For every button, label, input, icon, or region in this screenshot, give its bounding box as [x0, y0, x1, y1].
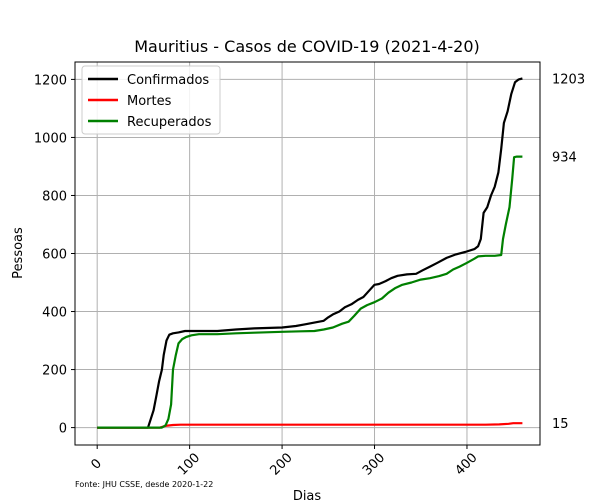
y-tick-label: 1200 [34, 73, 67, 88]
end-label-mortes: 15 [552, 417, 569, 432]
legend-box [81, 65, 221, 135]
legend-label-confirmados: Confirmados [127, 73, 209, 88]
series-line-confirmados [97, 77, 523, 429]
end-label-recuperados: 934 [552, 151, 577, 166]
x-tick-label: 0 [88, 456, 104, 472]
x-tick-label: 400 [452, 450, 480, 478]
legend: Confirmados Mortes Recuperados [81, 65, 221, 135]
x-tick-label: 200 [268, 450, 296, 478]
source-note: Fonte: JHU CSSE, desde 2020-1-22 [75, 480, 213, 489]
y-tick-label: 1000 [34, 131, 67, 146]
series-lines [97, 77, 523, 429]
y-tick-label: 400 [42, 306, 67, 321]
y-tick-label: 0 [59, 422, 67, 437]
x-axis-ticks: 0 100 200 300 400 [88, 445, 481, 479]
series-line-recuperados [97, 155, 523, 429]
y-tick-label: 200 [42, 364, 67, 379]
y-tick-label: 600 [42, 248, 67, 263]
y-tick-label: 800 [42, 189, 67, 204]
x-tick-label: 100 [175, 450, 203, 478]
end-label-confirmados: 1203 [552, 73, 585, 88]
y-axis-title: Pessoas [11, 227, 26, 279]
legend-label-mortes: Mortes [127, 94, 172, 109]
x-axis-title: Dias [293, 489, 322, 500]
x-tick-label: 300 [360, 450, 388, 478]
chart-title: Mauritius - Casos de COVID-19 (2021-4-20… [134, 37, 480, 56]
y-axis-ticks: 0 200 400 600 800 1000 1200 [34, 73, 75, 437]
legend-label-recuperados: Recuperados [127, 115, 212, 130]
series-end-labels: 1203 15 934 [552, 73, 585, 433]
